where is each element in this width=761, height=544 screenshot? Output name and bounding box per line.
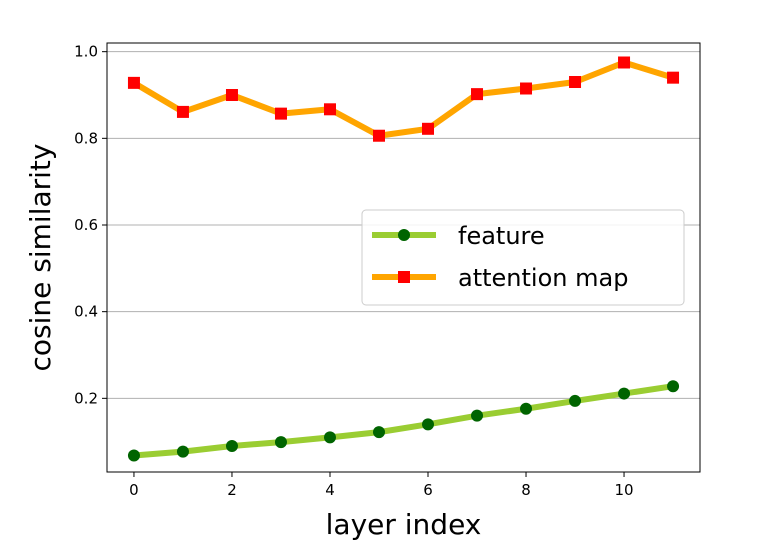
y-tick-label: 1.0 <box>74 43 98 61</box>
data-point <box>225 89 238 101</box>
data-point <box>520 82 533 95</box>
data-point <box>471 409 484 422</box>
data-point <box>176 445 189 458</box>
y-tick-label: 0.2 <box>74 389 98 407</box>
data-point <box>176 105 189 118</box>
data-point <box>569 394 582 407</box>
y-tick-label: 0.8 <box>74 129 98 147</box>
y-tick-label: 0.4 <box>74 303 98 321</box>
y-tick-label: 0.6 <box>74 216 98 234</box>
data-point <box>667 71 680 84</box>
data-point <box>471 88 484 101</box>
x-tick-label: 0 <box>129 481 139 499</box>
data-point <box>667 380 680 393</box>
data-point <box>274 436 287 449</box>
data-point <box>323 103 336 116</box>
series-line <box>132 59 674 139</box>
y-axis: 0.2 0.4 0.6 0.8 1.0 <box>74 43 107 407</box>
series-layer <box>127 56 680 462</box>
legend-label: attention map <box>458 264 628 292</box>
data-point <box>422 418 435 431</box>
data-point <box>422 122 435 135</box>
data-point <box>225 440 238 452</box>
legend-label: feature <box>458 222 545 250</box>
data-point <box>127 449 140 462</box>
y-axis-label: cosine similarity <box>24 144 57 372</box>
legend-box <box>361 209 685 306</box>
x-tick-label: 8 <box>521 481 531 499</box>
legend-item-feature: feature <box>372 222 545 250</box>
data-point <box>274 107 287 120</box>
x-tick-label: 4 <box>325 481 335 499</box>
data-point <box>618 387 631 400</box>
data-point <box>520 402 533 415</box>
x-axis-label: layer index <box>326 508 482 541</box>
x-tick-label: 10 <box>614 481 633 499</box>
data-point <box>372 129 385 142</box>
x-tick-label: 2 <box>227 481 237 499</box>
legend: feature attention map <box>361 209 685 306</box>
data-point <box>323 431 336 444</box>
data-point <box>569 76 582 88</box>
series-line <box>133 383 674 459</box>
x-axis: 0 2 4 6 8 10 <box>129 472 634 499</box>
series-feature <box>127 380 680 462</box>
plot-frame <box>106 42 701 473</box>
legend-marker <box>398 271 410 283</box>
data-point <box>618 56 631 69</box>
data-point <box>127 76 140 89</box>
data-point <box>372 426 385 439</box>
legend-marker <box>398 229 410 241</box>
x-tick-label: 6 <box>423 481 433 499</box>
legend-item-attention-map: attention map <box>372 264 628 292</box>
series-attention-map <box>127 56 680 142</box>
